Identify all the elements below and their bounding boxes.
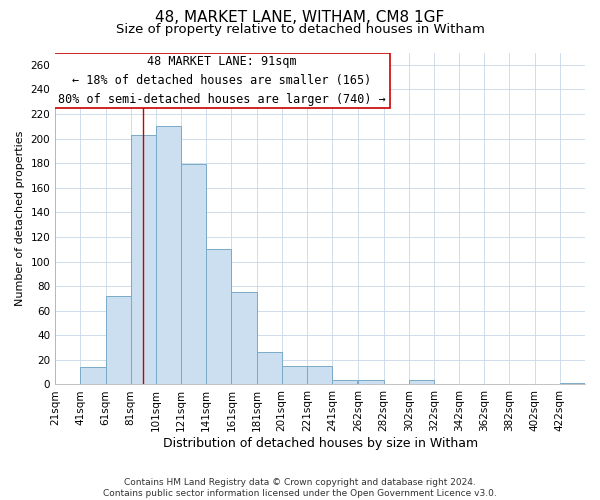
Bar	[307, 366, 332, 384]
Bar	[257, 352, 281, 384]
Bar	[181, 164, 206, 384]
Text: 48, MARKET LANE, WITHAM, CM8 1GF: 48, MARKET LANE, WITHAM, CM8 1GF	[155, 10, 445, 25]
Bar	[409, 380, 434, 384]
Text: Contains HM Land Registry data © Crown copyright and database right 2024.
Contai: Contains HM Land Registry data © Crown c…	[103, 478, 497, 498]
X-axis label: Distribution of detached houses by size in Witham: Distribution of detached houses by size …	[163, 437, 478, 450]
Bar	[106, 296, 131, 384]
Bar	[131, 135, 156, 384]
Bar	[358, 380, 383, 384]
Bar	[232, 292, 257, 384]
Text: Size of property relative to detached houses in Witham: Size of property relative to detached ho…	[116, 22, 484, 36]
FancyBboxPatch shape	[54, 54, 390, 108]
Bar	[332, 380, 357, 384]
Y-axis label: Number of detached properties: Number of detached properties	[15, 131, 25, 306]
Bar	[156, 126, 181, 384]
Bar	[281, 366, 307, 384]
Bar	[80, 367, 106, 384]
Bar	[206, 249, 232, 384]
Bar	[560, 383, 585, 384]
Text: 48 MARKET LANE: 91sqm
← 18% of detached houses are smaller (165)
80% of semi-det: 48 MARKET LANE: 91sqm ← 18% of detached …	[58, 56, 386, 106]
